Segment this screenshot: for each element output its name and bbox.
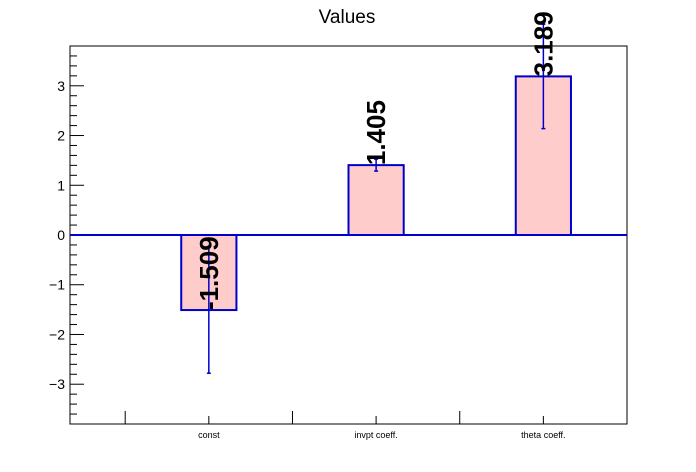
y-tick-label: 3 bbox=[57, 78, 65, 94]
y-axis-ticks bbox=[70, 45, 84, 425]
x-axis-ticks bbox=[124, 411, 544, 424]
y-tick-label: −1 bbox=[49, 277, 65, 293]
category-label: invpt coeff. bbox=[354, 430, 397, 440]
data-label: 3.189 bbox=[528, 11, 558, 76]
category-label: const bbox=[198, 430, 220, 440]
data-label: 1.405 bbox=[361, 100, 391, 165]
error-bars bbox=[206, 23, 546, 374]
y-tick-label: 0 bbox=[57, 227, 65, 243]
y-tick-label: 2 bbox=[57, 128, 65, 144]
chart-title: Values bbox=[319, 7, 376, 28]
data-label: -1.509 bbox=[194, 236, 224, 310]
category-labels: const invpt coeff. theta coeff. bbox=[198, 430, 565, 440]
y-tick-labels: −3 −2 −1 0 1 2 3 bbox=[49, 78, 65, 392]
data-labels: -1.509 1.405 3.189 bbox=[194, 11, 559, 310]
y-tick-label: −3 bbox=[49, 376, 65, 392]
bar-invpt-coeff- bbox=[347, 164, 405, 236]
y-tick-label: −2 bbox=[49, 326, 65, 342]
y-tick-label: 1 bbox=[57, 177, 65, 193]
category-label: theta coeff. bbox=[521, 430, 565, 440]
